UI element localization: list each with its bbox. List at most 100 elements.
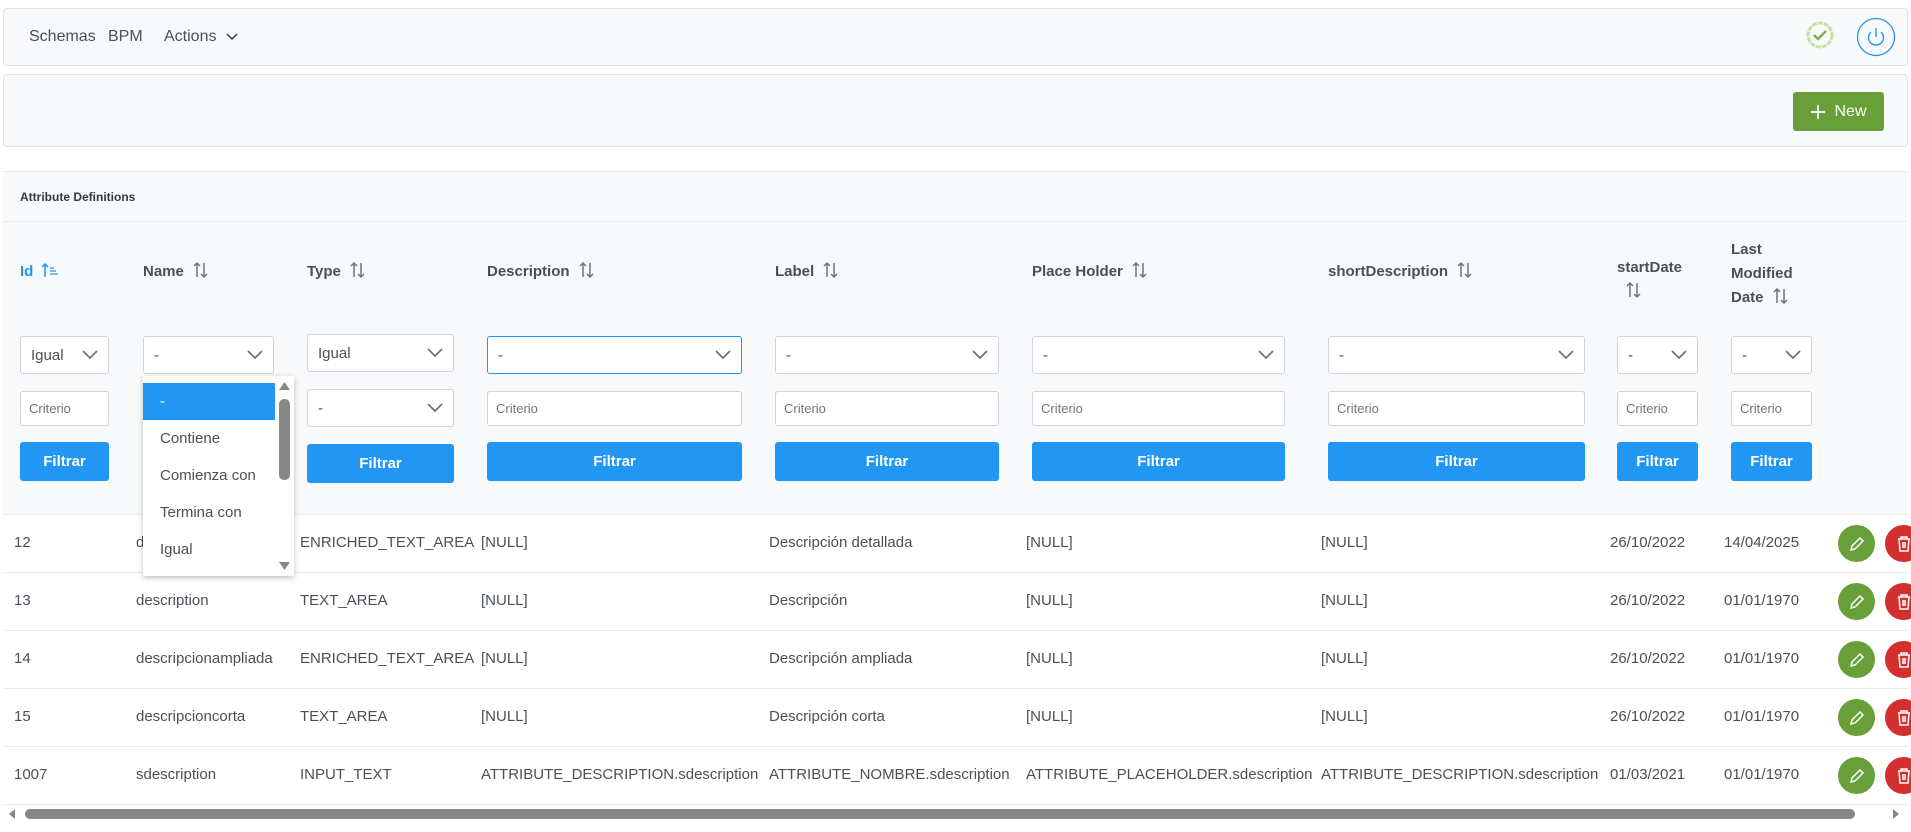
nav-actions-label: Actions	[164, 28, 217, 45]
dropdown-scrollbar[interactable]	[275, 376, 294, 576]
scroll-thumb[interactable]	[279, 399, 290, 480]
column-header-id[interactable]: Id	[20, 260, 59, 284]
column-header-short-description[interactable]: shortDescription	[1328, 260, 1474, 284]
cell-short-description: [NULL]	[1321, 650, 1368, 667]
cell-description: [NULL]	[481, 650, 528, 667]
column-header-description[interactable]: Description	[487, 260, 596, 284]
horizontal-scroll-thumb[interactable]	[25, 809, 1855, 819]
cell-last-modified-date: 01/01/1970	[1724, 650, 1800, 667]
filter-button-label[interactable]: Filtrar	[775, 442, 999, 481]
cell-name: sdescription	[136, 766, 217, 783]
filter-mode-select-type[interactable]: Igual	[307, 334, 454, 372]
edit-button[interactable]	[1838, 525, 1875, 562]
filter-mode-select-last-modified-date[interactable]: -	[1731, 336, 1812, 374]
dropdown-option[interactable]: Igual	[160, 541, 193, 558]
pencil-icon	[1849, 768, 1864, 783]
table-row: 14 descripcionampliada ENRICHED_TEXT_AREA […	[3, 631, 1911, 689]
filter-criterio-placeholder: Criterio	[29, 401, 71, 416]
filter-button-description[interactable]: Filtrar	[487, 442, 742, 481]
filter-button-type[interactable]: Filtrar	[307, 444, 454, 483]
filter-criterio-input-description[interactable]: Criterio	[487, 391, 742, 426]
column-header-start-date[interactable]: startDate	[1617, 256, 1697, 304]
delete-button[interactable]	[1885, 699, 1911, 736]
dropdown-option[interactable]: -	[143, 383, 275, 420]
scroll-down-arrow-icon[interactable]	[279, 562, 290, 570]
filter-criterio-input-id[interactable]: Criterio	[20, 391, 109, 426]
nav-actions[interactable]: Actions	[164, 28, 239, 46]
filter-mode-value: -	[1628, 346, 1633, 364]
scroll-up-arrow-icon[interactable]	[279, 382, 290, 390]
filter-criterio-input-last-modified-date[interactable]: Criterio	[1731, 391, 1812, 426]
sort-asc-icon	[41, 262, 59, 277]
filter-mode-select-short-description[interactable]: -	[1328, 336, 1585, 374]
column-header-label[interactable]: Label	[775, 260, 840, 284]
scroll-left-arrow-icon[interactable]	[9, 809, 15, 819]
table-row: 15 descripcioncorta TEXT_AREA [NULL] Descrip…	[3, 689, 1911, 747]
delete-button[interactable]	[1885, 641, 1911, 678]
filter-mode2-select-type[interactable]: -	[307, 389, 454, 427]
filter-criterio-input-start-date[interactable]: Criterio	[1617, 391, 1698, 426]
chevron-down-icon	[715, 350, 731, 360]
cell-type: ENRICHED_TEXT_AREA	[300, 650, 475, 667]
power-icon[interactable]	[1856, 17, 1896, 57]
horizontal-scrollbar[interactable]	[3, 806, 1908, 822]
filter-criterio-input-label[interactable]: Criterio	[775, 391, 999, 426]
filter-button-last-modified-date[interactable]: Filtrar	[1731, 442, 1812, 481]
dropdown-option[interactable]: Comienza con	[160, 467, 256, 484]
filter-criterio-placeholder: Criterio	[1740, 401, 1782, 416]
chevron-down-icon	[427, 348, 443, 358]
column-header-type[interactable]: Type	[307, 260, 367, 284]
table-row: 12 d ENRICHED_TEXT_AREA [NULL] Descripción d…	[3, 515, 1911, 573]
column-header-label: Type	[307, 263, 341, 280]
cell-last-modified-date: 01/01/1970	[1724, 766, 1800, 783]
filter-mode-select-placeholder[interactable]: -	[1032, 336, 1285, 374]
filter-criterio-input-short-description[interactable]: Criterio	[1328, 391, 1585, 426]
filter-mode-select-name[interactable]: -	[143, 336, 274, 374]
edit-button[interactable]	[1838, 583, 1875, 620]
filter-button-placeholder[interactable]: Filtrar	[1032, 442, 1285, 481]
nav-schemas[interactable]: Schemas	[29, 28, 96, 45]
plus-icon	[1811, 104, 1826, 119]
table-row: 1007 sdescription INPUT_TEXT ATTRIBUTE_DESC…	[3, 747, 1911, 805]
cell-placeholder: ATTRIBUTE_PLACEHOLDER.sdescription	[1026, 766, 1313, 783]
cell-start-date: 26/10/2022	[1610, 650, 1686, 667]
table-row: 13 description TEXT_AREA [NULL] Descripción […	[3, 573, 1911, 631]
pencil-icon	[1849, 710, 1864, 725]
cell-short-description: [NULL]	[1321, 708, 1368, 725]
nav-bpm[interactable]: BPM	[108, 28, 143, 45]
delete-button[interactable]	[1885, 583, 1911, 620]
edit-button[interactable]	[1838, 641, 1875, 678]
column-header-placeholder[interactable]: Place Holder	[1032, 260, 1149, 284]
filter-button-start-date[interactable]: Filtrar	[1617, 442, 1698, 481]
name-filter-dropdown[interactable]: - Contiene Comienza con Termina con Igual	[143, 376, 294, 576]
table-caption-divider	[3, 221, 1908, 222]
cell-label: Descripción	[769, 592, 848, 609]
filter-mode-select-description[interactable]: -	[487, 336, 742, 374]
filter-criterio-input-placeholder[interactable]: Criterio	[1032, 391, 1285, 426]
cell-type: TEXT_AREA	[300, 592, 388, 609]
filter-button-id[interactable]: Filtrar	[20, 442, 109, 481]
dropdown-option[interactable]: Termina con	[160, 504, 242, 521]
table-title: Attribute Definitions	[20, 190, 136, 204]
filter-mode-value: -	[154, 346, 159, 364]
column-header-last-modified-date[interactable]: Last Modified Date	[1731, 238, 1801, 310]
new-button[interactable]: New	[1793, 92, 1884, 131]
edit-button[interactable]	[1838, 699, 1875, 736]
cell-name: descripcioncorta	[136, 708, 246, 725]
filter-mode-select-start-date[interactable]: -	[1617, 336, 1698, 374]
check-badge-icon	[1806, 21, 1834, 49]
dropdown-option[interactable]: Contiene	[160, 430, 221, 447]
cell-id: 14	[14, 650, 31, 667]
delete-button[interactable]	[1885, 757, 1911, 794]
filter-button-short-description[interactable]: Filtrar	[1328, 442, 1585, 481]
filter-mode-select-label[interactable]: -	[775, 336, 999, 374]
edit-button[interactable]	[1838, 757, 1875, 794]
filter-mode-value: -	[1043, 346, 1048, 364]
delete-button[interactable]	[1885, 525, 1911, 562]
cell-id: 12	[14, 534, 31, 551]
column-header-label: Name	[143, 263, 184, 280]
column-header-name[interactable]: Name	[143, 260, 210, 284]
scroll-right-arrow-icon[interactable]	[1893, 809, 1899, 819]
filter-mode-select-id[interactable]: Igual	[20, 336, 109, 374]
filter-mode-value: -	[786, 346, 791, 364]
